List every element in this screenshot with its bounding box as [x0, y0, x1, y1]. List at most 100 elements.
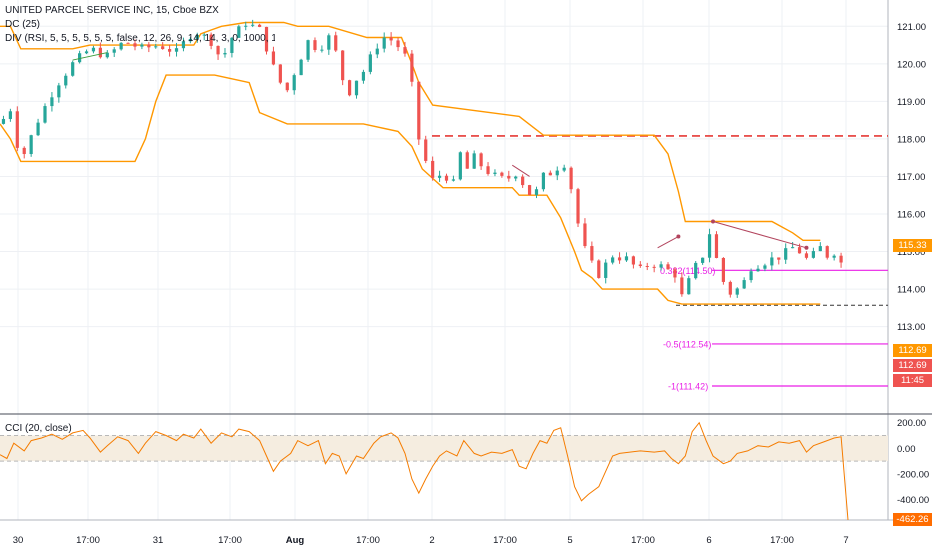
candle-body	[188, 39, 192, 42]
candle-body	[354, 80, 359, 96]
candle-body	[611, 257, 615, 263]
candle-body	[666, 264, 670, 270]
candle-body	[721, 257, 725, 282]
divergence-marker	[676, 234, 681, 239]
candle-body	[756, 268, 760, 272]
candle-body	[555, 170, 559, 176]
candle-body	[195, 34, 199, 40]
x-tick-label: 17:00	[356, 535, 380, 546]
candle-body	[763, 265, 767, 269]
candle-body	[244, 25, 248, 27]
candle-body	[777, 257, 781, 260]
candle-body	[230, 37, 234, 53]
candle-body	[624, 256, 629, 261]
candle-body	[105, 52, 109, 58]
candle-body	[465, 152, 469, 169]
candle-body	[119, 42, 123, 50]
candle-body	[168, 49, 172, 52]
candle-body	[493, 172, 497, 174]
y-tick-label: 121.00	[897, 22, 926, 33]
candle-body	[223, 52, 227, 55]
candle-body	[216, 45, 220, 55]
candle-body	[784, 248, 788, 260]
candle-body	[368, 54, 372, 72]
candle-body	[548, 172, 552, 176]
candle-body	[43, 106, 47, 123]
candle-body	[437, 175, 442, 178]
candle-body	[424, 139, 428, 161]
candle-body	[257, 24, 262, 27]
candle-body	[604, 262, 608, 278]
candle-body	[514, 176, 518, 179]
candle-body	[735, 288, 739, 295]
candle-body	[133, 43, 137, 47]
y-tick-label: 114.00	[897, 285, 925, 296]
candle-body	[71, 62, 75, 76]
candle-body	[147, 44, 151, 48]
candle-body	[707, 234, 712, 258]
candle-body	[472, 153, 476, 169]
candle-body	[527, 185, 532, 195]
candle-body	[728, 281, 732, 295]
candle-body	[839, 255, 843, 263]
cci-y-tick-label: -200.00	[897, 469, 929, 480]
candle-body	[701, 257, 705, 263]
candle-body	[770, 257, 774, 266]
candle-body	[271, 51, 276, 65]
candle-body	[617, 257, 622, 261]
x-tick-label: 30	[13, 535, 24, 546]
candle-body	[749, 271, 753, 281]
cci-y-tick-label: -400.00	[897, 495, 929, 506]
candle-body	[161, 46, 165, 50]
x-tick-label: 2	[429, 535, 434, 546]
candle-body	[583, 223, 587, 247]
candle-body	[687, 278, 691, 295]
x-tick-label: 6	[706, 535, 711, 546]
candle-body	[327, 35, 331, 50]
candle-body	[680, 277, 684, 295]
candle-body	[98, 47, 102, 58]
cci-y-tick-label: 0.00	[897, 444, 916, 455]
fib-level-label: -1(111.42)	[668, 381, 708, 391]
y-tick-label: 118.00	[897, 134, 925, 145]
x-tick-label: 17:00	[76, 535, 100, 546]
candle-body	[521, 176, 525, 186]
candle-body	[797, 247, 802, 254]
candle-body	[396, 40, 400, 48]
candle-body	[341, 50, 345, 81]
y-tick-label: 117.00	[897, 172, 925, 183]
candle-body	[36, 122, 40, 136]
legend-div: DIV (RSI, 5, 5, 5, 5, 5, 5, false, 12, 2…	[5, 33, 275, 44]
x-tick-label: 17:00	[631, 535, 655, 546]
candle-body	[804, 253, 809, 258]
y-tick-label: 115.00	[897, 247, 925, 258]
candle-body	[742, 280, 746, 289]
x-tick-label: 17:00	[770, 535, 794, 546]
y-tick-label: 120.00	[897, 59, 926, 70]
candle-body	[597, 260, 601, 278]
y-tick-label: 116.00	[897, 210, 925, 221]
candle-body	[313, 40, 317, 50]
candle-body	[292, 75, 296, 91]
y-tick-label: 119.00	[897, 97, 925, 108]
candle-body	[347, 80, 352, 96]
x-tick-label: 17:00	[218, 535, 242, 546]
candle-body	[29, 135, 33, 155]
candle-body	[818, 246, 822, 252]
candle-body	[638, 264, 642, 266]
candle-body	[382, 37, 386, 49]
fib-level-label: -0.5(112.54)	[663, 339, 711, 349]
candle-body	[15, 111, 19, 148]
candle-body	[285, 82, 289, 91]
candle-body	[209, 34, 213, 46]
candle-body	[479, 153, 483, 167]
candle-body	[112, 49, 116, 53]
candle-body	[361, 71, 366, 81]
candle-body	[714, 234, 719, 258]
fib-level-label: 0.382(114.50)	[660, 266, 715, 276]
candle-body	[174, 48, 179, 52]
cci-value-tag: -462.26	[893, 513, 932, 526]
upper-band-price-tag: 115.33	[893, 239, 932, 252]
candle-body	[576, 189, 580, 224]
